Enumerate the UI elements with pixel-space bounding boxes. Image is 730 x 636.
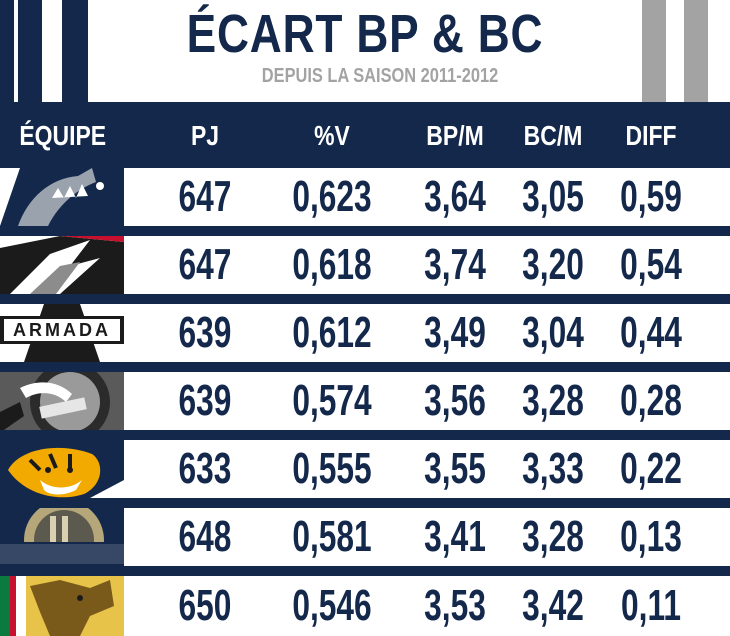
header-team: ÉQUIPE — [19, 120, 107, 151]
header-diff: DIFF — [625, 120, 677, 151]
cell-diff: 0,59 — [620, 172, 682, 221]
cell-gf: 3,53 — [424, 581, 486, 630]
cell-win-pct: 0,574 — [292, 376, 372, 425]
armada-logo: ARMADA — [0, 304, 124, 362]
cell-diff: 0,28 — [620, 376, 682, 425]
cell-diff: 0,11 — [621, 581, 681, 630]
armada-logo-text: ARMADA — [13, 320, 111, 340]
cell-ga: 3,33 — [522, 444, 584, 493]
cell-gp: 639 — [178, 308, 232, 357]
cell-win-pct: 0,581 — [292, 512, 372, 561]
cell-gp: 648 — [178, 512, 232, 561]
header-gf: BP/M — [426, 120, 484, 151]
cell-win-pct: 0,555 — [292, 444, 372, 493]
cell-win-pct: 0,618 — [292, 240, 372, 289]
tigres-logo — [0, 440, 124, 498]
cell-gf: 3,55 — [424, 444, 486, 493]
cell-win-pct: 0,546 — [292, 581, 372, 630]
cell-diff: 0,22 — [620, 444, 682, 493]
cell-gp: 639 — [178, 376, 232, 425]
cell-win-pct: 0,612 — [292, 308, 372, 357]
cell-gp: 647 — [178, 240, 232, 289]
left-stripe-3 — [62, 0, 88, 102]
right-stripe-2 — [684, 0, 708, 102]
cell-gp: 647 — [178, 172, 232, 221]
cell-gp: 633 — [178, 444, 232, 493]
table-header: ÉQUIPE PJ %V BP/M BC/M DIFF — [0, 102, 730, 168]
header-gp: PJ — [190, 120, 220, 151]
header-win-pct: %V — [314, 120, 350, 151]
left-stripe-1 — [0, 0, 14, 102]
mooseheads-logo — [0, 576, 124, 636]
cell-ga: 3,05 — [522, 172, 584, 221]
cell-ga: 3,04 — [522, 308, 584, 357]
page-subtitle: DEPUIS LA SAISON 2011-2012 — [261, 65, 499, 87]
table-row: 647 0,623 3,64 3,05 0,59 — [0, 168, 730, 236]
cell-gf: 3,74 — [424, 240, 486, 289]
cell-ga: 3,28 — [522, 376, 584, 425]
page-title: ÉCART BP & BC — [186, 4, 544, 64]
cell-gp: 650 — [178, 581, 232, 630]
left-stripe-2 — [18, 0, 42, 102]
table-row: 650 0,546 3,53 3,42 0,11 — [0, 576, 730, 636]
islanders-logo — [0, 508, 124, 566]
cell-diff: 0,54 — [620, 240, 682, 289]
header-ga: BC/M — [523, 120, 583, 151]
cell-ga: 3,42 — [522, 581, 584, 630]
cell-ga: 3,28 — [522, 512, 584, 561]
cell-gf: 3,41 — [424, 512, 486, 561]
cell-gf: 3,64 — [424, 172, 486, 221]
cell-diff: 0,44 — [620, 308, 682, 357]
table-row: 633 0,555 3,55 3,33 0,22 — [0, 440, 730, 508]
cell-diff: 0,13 — [620, 512, 682, 561]
husky-logo — [0, 236, 124, 294]
cell-gf: 3,49 — [424, 308, 486, 357]
table-row: 647 0,618 3,74 3,20 0,54 — [0, 236, 730, 304]
table-row: 648 0,581 3,41 3,28 0,13 — [0, 508, 730, 576]
table-row: 639 0,574 3,56 3,28 0,28 — [0, 372, 730, 440]
table-row: ARMADA 639 0,612 3,49 3,04 0,44 — [0, 304, 730, 372]
cell-win-pct: 0,623 — [292, 172, 372, 221]
right-stripe-1 — [642, 0, 666, 102]
cell-gf: 3,56 — [424, 376, 486, 425]
sharks-logo — [0, 168, 124, 226]
olympiques-logo — [0, 372, 124, 430]
cell-ga: 3,20 — [522, 240, 584, 289]
